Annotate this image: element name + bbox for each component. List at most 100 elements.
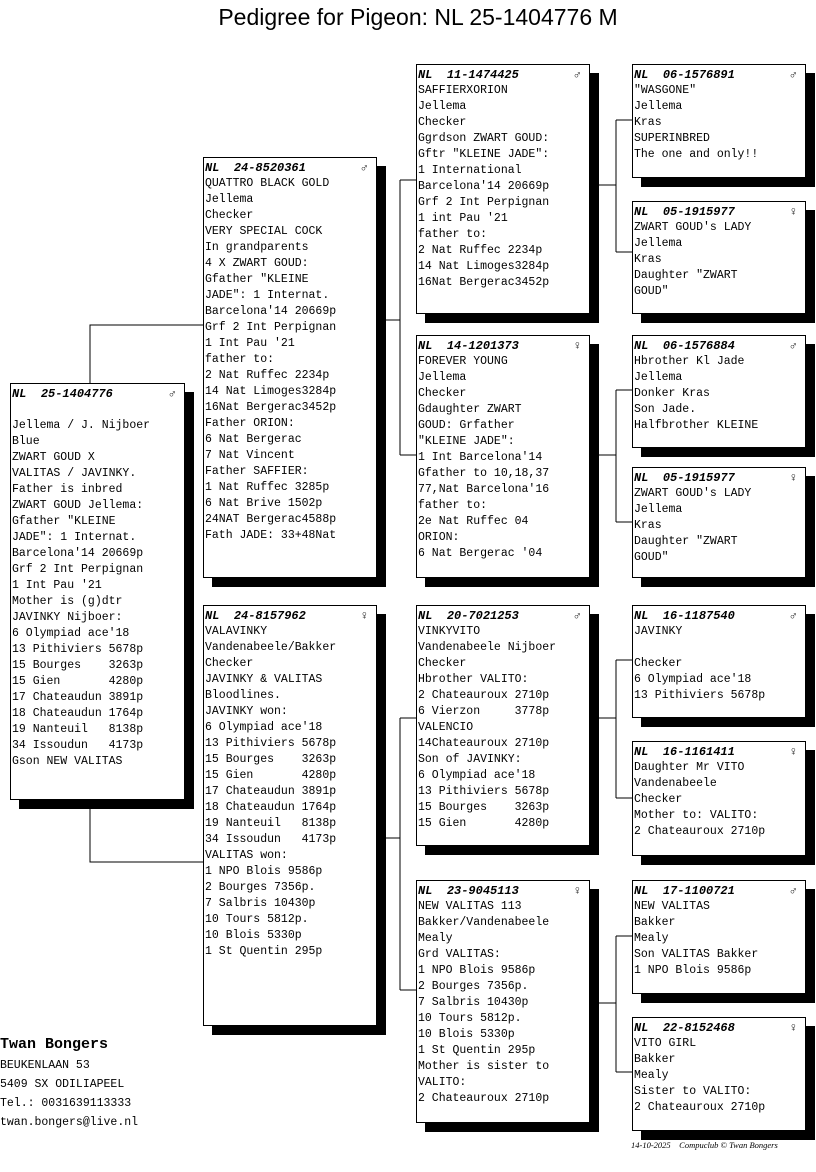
pigeon-info-line: Mealy — [418, 932, 453, 945]
pigeon-info-line: 1 NPO Blois 9586p — [634, 964, 752, 977]
female-icon: ♀ — [789, 1021, 797, 1035]
pigeon-info-line: 2 Bourges 7356p. — [205, 881, 316, 894]
pigeon-info-line: FOREVER YOUNG — [418, 355, 508, 368]
pigeon-info-line: 14Chateauroux 2710p — [418, 737, 550, 750]
country-code: NL — [634, 745, 649, 759]
breeder-email: twan.bongers@live.nl — [0, 1116, 139, 1129]
pigeon-info-line: Mother is (g)dtr — [12, 595, 123, 608]
pigeon-header: NL 20-7021253 ♂ — [418, 608, 589, 624]
pigeon-info-line: "WASGONE" — [634, 84, 697, 97]
breeder-address: BEUKENLAAN 53 — [0, 1059, 90, 1072]
pigeon-info-line: 2 Chateauroux 2710p — [418, 1092, 550, 1105]
ring-number: NL 16-1187540 — [634, 608, 735, 624]
country-code: NL — [634, 68, 649, 82]
breeder-phone: Tel.: 0031639113333 — [0, 1097, 132, 1110]
female-icon: ♀ — [789, 471, 797, 485]
pigeon-info-line: Checker — [418, 116, 467, 129]
ring-id: 16-1187540 — [662, 609, 735, 623]
pigeon-card-dss: NL 16-1187540 ♂ JAVINKY Checker 6 Olympiad a… — [632, 605, 806, 718]
pigeon-card-ss: NL 11-1474425 ♂ SAFFIERXORION Jellema Checke… — [416, 64, 590, 314]
pigeon-info-line: Vandenabeele Nijboer — [418, 641, 557, 654]
pigeon-info-line: 18 Chateaudun 1764p — [205, 801, 337, 814]
pigeon-header: NL 11-1474425 ♂ — [418, 67, 589, 83]
pigeon-info-line: 1 NPO Blois 9586p — [205, 865, 323, 878]
pigeon-info-line: Grf 2 Int Perpignan — [12, 563, 144, 576]
ring-id: 05-1915977 — [662, 471, 735, 485]
pigeon-info-line: 13 Pithiviers 5678p — [418, 785, 550, 798]
pigeon-info-line: 1 Int Pau '21 — [205, 337, 295, 350]
breeder-name: Twan Bongers — [0, 1036, 109, 1053]
ring-id: 23-9045113 — [446, 884, 519, 898]
pigeon-card-sss: NL 06-1576891 ♂ "WASGONE" Jellema Kras SUPERI… — [632, 64, 806, 178]
pigeon-info-line: Bakker — [634, 916, 676, 929]
pigeon-info-line: ZWART GOUD's LADY — [634, 487, 752, 500]
male-icon: ♂ — [573, 68, 581, 82]
country-code: NL — [418, 68, 433, 82]
pigeon-header: NL 16-1187540 ♂ — [634, 608, 805, 624]
pigeon-info-line: 15 Bourges 3263p — [205, 753, 337, 766]
pigeon-info-line: 34 Issoudun 4173p — [205, 833, 337, 846]
pigeon-info-line: ZWART GOUD Jellema: — [12, 499, 144, 512]
ring-number: NL 20-7021253 — [418, 608, 519, 624]
pigeon-info-line: 15 Gien 4280p — [12, 675, 144, 688]
pigeon-info-line: Halfbrother KLEINE — [634, 419, 759, 432]
pigeon-info-line: 7 Nat Vincent — [205, 449, 295, 462]
pigeon-info-line: JADE": 1 Internat. — [12, 531, 137, 544]
male-icon: ♂ — [168, 387, 176, 401]
pigeon-info-line: Hbrother VALITO: — [418, 673, 529, 686]
pigeon-card-dsd: NL 16-1161411 ♀ Daughter Mr VITO Vandenabee… — [632, 741, 806, 856]
ring-number: NL 23-9045113 — [418, 883, 519, 899]
ring-number: NL 14-1201373 — [418, 338, 519, 354]
pigeon-info-line: JAVINKY — [634, 625, 683, 638]
pigeon-info-line: Mother to: VALITO: — [634, 809, 759, 822]
ring-id: 14-1201373 — [446, 339, 519, 353]
pigeon-info-line: Jellema — [634, 100, 683, 113]
pigeon-info-line: SAFFIERXORION — [418, 84, 508, 97]
male-icon: ♂ — [360, 161, 368, 175]
pigeon-info-line: VALITAS / JAVINKY. — [12, 467, 137, 480]
pigeon-info-line: VINKYVITO — [418, 625, 481, 638]
pigeon-info-line: QUATTRO BLACK GOLD — [205, 177, 330, 190]
pigeon-info-line: Jellema — [418, 100, 467, 113]
pigeon-info-line: 4 X ZWART GOUD: — [205, 257, 309, 270]
pigeon-info-line: Sister to VALITO: — [634, 1085, 752, 1098]
pigeon-header: NL 14-1201373 ♀ — [418, 338, 589, 354]
pigeon-info-line: 6 Nat Brive 1502p — [205, 497, 323, 510]
country-code: NL — [12, 387, 27, 401]
pigeon-info-line: Barcelona'14 20669p — [12, 547, 144, 560]
pigeon-info-line: 2e Nat Ruffec 04 — [418, 515, 529, 528]
pigeon-info-line: Daughter Mr VITO — [634, 761, 745, 774]
pigeon-card-dds: NL 17-1100721 ♂ NEW VALITAS Bakker Mealy Son … — [632, 880, 806, 994]
pigeon-info-line: JAVINKY Nijboer: — [12, 611, 123, 624]
pigeon-info-line: Jellema — [634, 371, 683, 384]
pigeon-info-line: Jellema — [418, 371, 467, 384]
pigeon-info-line: 7 Salbris 10430p — [418, 996, 529, 1009]
pigeon-info-line: ZWART GOUD's LADY — [634, 221, 752, 234]
ring-id: 25-1404776 — [40, 387, 113, 401]
country-code: NL — [634, 205, 649, 219]
pigeon-info-line: 6 Olympiad ace'18 — [205, 721, 323, 734]
pigeon-info-line: Grf 2 Int Perpignan — [205, 321, 337, 334]
pigeon-info-line: 18 Chateaudun 1764p — [12, 707, 144, 720]
country-code: NL — [205, 609, 220, 623]
pigeon-info-line: Bakker — [634, 1053, 676, 1066]
pigeon-info-line: Barcelona'14 20669p — [418, 180, 550, 193]
ring-id: 20-7021253 — [446, 609, 519, 623]
country-code: NL — [418, 609, 433, 623]
pigeon-info-line: 6 Olympiad ace'18 — [634, 673, 752, 686]
pigeon-info-line: Grf 2 Int Perpignan — [418, 196, 550, 209]
pigeon-info-line: Barcelona'14 20669p — [205, 305, 337, 318]
female-icon: ♀ — [789, 745, 797, 759]
pigeon-info-line: 1 NPO Blois 9586p — [418, 964, 536, 977]
pigeon-info-line: Checker — [418, 387, 467, 400]
pigeon-header: NL 22-8152468 ♀ — [634, 1020, 805, 1036]
pigeon-info-line: 13 Pithiviers 5678p — [634, 689, 766, 702]
ring-id: 22-8152468 — [662, 1021, 735, 1035]
ring-number: NL 11-1474425 — [418, 67, 519, 83]
pigeon-info-line: Mealy — [634, 1069, 669, 1082]
male-icon: ♂ — [573, 609, 581, 623]
pigeon-info-line: "KLEINE JADE": — [418, 435, 515, 448]
pigeon-info-line: Checker — [205, 209, 254, 222]
pigeon-info-line: 2 Nat Ruffec 2234p — [418, 244, 543, 257]
pigeon-info-line: Kras — [634, 253, 662, 266]
